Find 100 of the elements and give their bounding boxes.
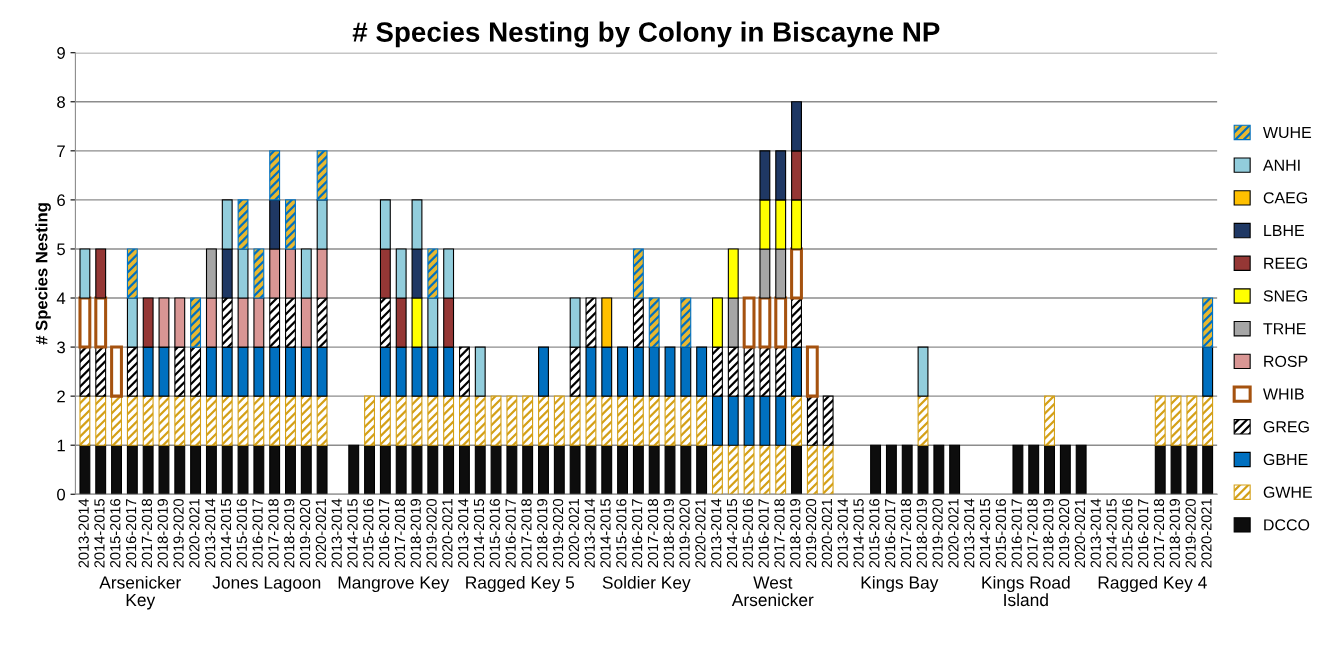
bar xyxy=(1012,444,1024,495)
bar xyxy=(553,444,565,495)
x-tick-label: 2014-2015 xyxy=(979,499,991,568)
bar xyxy=(585,395,597,446)
text: Ragged Key 4 xyxy=(1098,575,1207,593)
x-tick-label: 2018-2019 xyxy=(410,499,421,568)
bar xyxy=(190,395,202,446)
x-tick-label: 2018-2019 xyxy=(1043,499,1054,568)
text: Mangrove Key xyxy=(338,576,450,593)
bar xyxy=(458,395,470,446)
bar xyxy=(79,395,91,446)
bar xyxy=(822,444,834,495)
x-tick-label: 2015-2016 xyxy=(1122,499,1133,568)
bar xyxy=(411,444,423,495)
x-tick-label: 2017-2018 xyxy=(900,499,912,568)
bar xyxy=(348,444,360,495)
bar xyxy=(474,346,486,397)
x-tick-label: 2019-2020 xyxy=(805,498,817,568)
bar xyxy=(696,346,708,397)
bar xyxy=(917,346,929,397)
bar xyxy=(269,395,281,446)
y-axis-title: # Species Nesting xyxy=(35,203,51,345)
legend-label: GREG xyxy=(1263,421,1309,433)
x-tick-label: 2019-2020 xyxy=(426,498,437,568)
y-tick-label: 2 xyxy=(57,390,65,403)
bar xyxy=(253,248,265,299)
x-tick-label: 2020-2021 xyxy=(695,499,706,568)
y-tick-label: 7 xyxy=(57,145,65,157)
bar xyxy=(95,444,107,495)
x-tick-label: 2017-2018 xyxy=(394,499,406,568)
x-tick-label: 2014-2015 xyxy=(94,499,105,568)
x-tick-label: 2020-2021 xyxy=(189,499,200,568)
bar xyxy=(253,444,265,495)
bar xyxy=(269,444,281,495)
x-tick-label: 2015-2016 xyxy=(110,499,121,568)
bar xyxy=(458,444,470,495)
y-tick-label: 8 xyxy=(57,96,65,108)
bar xyxy=(1170,395,1182,446)
y-tick-label: 5 xyxy=(57,243,65,256)
bar xyxy=(285,444,296,495)
bar xyxy=(553,395,565,446)
bar xyxy=(300,395,312,446)
x-tick-label: 2015-2016 xyxy=(995,499,1007,568)
bar xyxy=(632,248,644,299)
bar xyxy=(490,444,502,495)
bar xyxy=(364,395,376,446)
legend-label: ANHI xyxy=(1262,159,1300,171)
bar xyxy=(142,444,154,495)
x-tick-label: 2018-2019 xyxy=(537,499,548,568)
bar xyxy=(285,199,296,250)
x-tick-label: 2018-2019 xyxy=(1169,499,1180,568)
bar xyxy=(680,444,692,495)
x-tick-label: 2019-2020 xyxy=(1058,498,1070,568)
bar xyxy=(696,395,708,446)
bar xyxy=(538,395,549,446)
bar xyxy=(648,444,660,495)
bar xyxy=(190,444,202,495)
bar xyxy=(727,444,739,495)
bar xyxy=(427,395,439,446)
bar xyxy=(791,444,802,495)
text: Arsenicker Key xyxy=(99,575,181,610)
text: Jones Lagoon xyxy=(212,576,321,593)
bar xyxy=(1154,444,1166,495)
y-tick-label: 3 xyxy=(57,341,65,354)
x-tick-label: 2016-2017 xyxy=(884,499,896,568)
legend-label: WUHE xyxy=(1263,126,1312,139)
bar xyxy=(585,444,597,495)
bar xyxy=(569,444,581,495)
bar xyxy=(474,444,486,495)
bar xyxy=(95,248,107,299)
bar xyxy=(664,395,676,446)
legend-label: ROSP xyxy=(1264,355,1308,368)
bar xyxy=(79,248,91,299)
x-tick-label: 2016-2017 xyxy=(758,499,769,568)
bar xyxy=(95,346,107,397)
x-tick-label: 2015-2016 xyxy=(489,499,500,568)
x-tick-label: 2020-2021 xyxy=(442,499,453,568)
x-tick-label: 2015-2016 xyxy=(616,499,627,568)
text: Ragged Key 5 xyxy=(466,575,575,593)
x-tick-label: 2019-2020 xyxy=(299,498,311,568)
legend-label: REEG xyxy=(1264,257,1307,269)
x-tick-label: 2020-2021 xyxy=(568,499,580,568)
x-tick-label: 2015-2016 xyxy=(363,499,374,568)
text: West Arsenicker xyxy=(731,576,814,607)
bar xyxy=(522,444,534,495)
x-tick-label: 2017-2018 xyxy=(774,499,785,568)
bar xyxy=(395,395,407,446)
x-tick-label: 2015-2016 xyxy=(742,499,753,568)
bar xyxy=(174,395,186,446)
bar xyxy=(158,444,170,495)
bar xyxy=(126,444,138,495)
x-tick-label: 2016-2017 xyxy=(378,499,390,568)
bar xyxy=(1202,444,1214,495)
bar xyxy=(917,395,929,446)
x-tick-label: 2014-2015 xyxy=(726,499,738,568)
x-tick-label: 2019-2020 xyxy=(1185,498,1196,568)
bar xyxy=(379,444,391,495)
bar xyxy=(901,444,913,495)
x-tick-label: 2019-2020 xyxy=(679,498,690,568)
bar xyxy=(174,444,186,495)
